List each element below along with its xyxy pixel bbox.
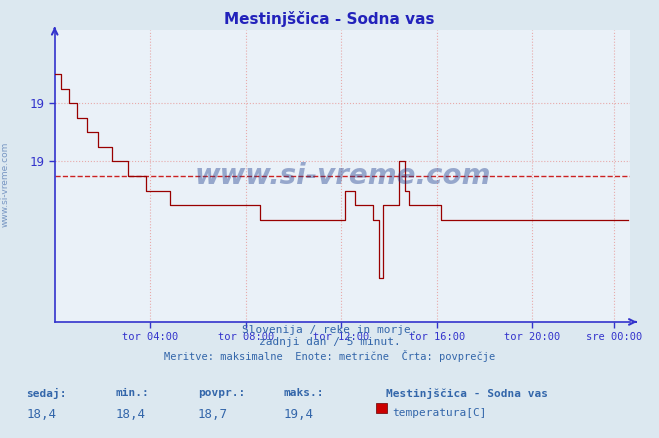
Text: www.si-vreme.com: www.si-vreme.com [1, 141, 10, 226]
Text: sedaj:: sedaj: [26, 388, 67, 399]
Text: www.si-vreme.com: www.si-vreme.com [194, 162, 490, 190]
Text: zadnji dan / 5 minut.: zadnji dan / 5 minut. [258, 337, 401, 347]
Text: povpr.:: povpr.: [198, 388, 245, 398]
Text: min.:: min.: [115, 388, 149, 398]
Text: 18,7: 18,7 [198, 408, 228, 421]
Text: Slovenija / reke in morje.: Slovenija / reke in morje. [242, 325, 417, 335]
Text: temperatura[C]: temperatura[C] [392, 408, 486, 418]
Text: maks.:: maks.: [283, 388, 324, 398]
Text: Mestinjščica - Sodna vas: Mestinjščica - Sodna vas [224, 11, 435, 27]
Text: 18,4: 18,4 [26, 408, 57, 421]
Text: Mestinjščica - Sodna vas: Mestinjščica - Sodna vas [386, 388, 548, 399]
Text: 19,4: 19,4 [283, 408, 314, 421]
Text: 18,4: 18,4 [115, 408, 146, 421]
Text: Meritve: maksimalne  Enote: metrične  Črta: povprečje: Meritve: maksimalne Enote: metrične Črta… [164, 350, 495, 361]
